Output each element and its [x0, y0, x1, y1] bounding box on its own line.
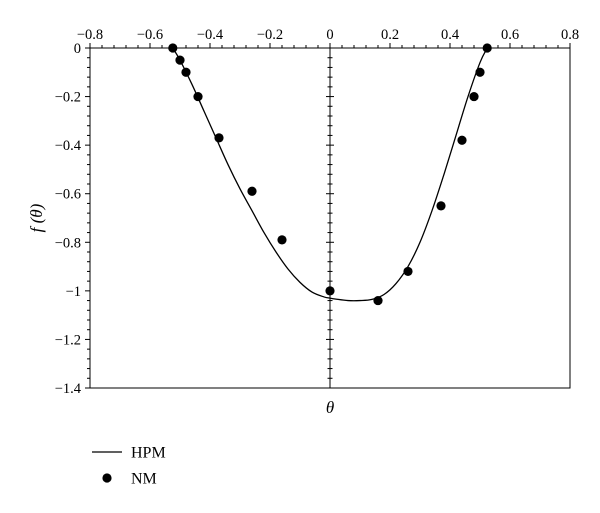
x-tick-label: 0: [326, 27, 333, 43]
x-tick-label: 0.6: [501, 27, 519, 43]
y-axis-label: f (θ): [27, 203, 46, 232]
y-tick-label: 0: [74, 41, 81, 57]
x-axis-label: θ: [326, 398, 334, 417]
data-point-nm: [181, 67, 191, 77]
data-point-nm: [325, 286, 335, 296]
x-tick-label: 0.4: [441, 27, 460, 43]
series-line-hpm: [172, 47, 488, 302]
data-point-nm: [475, 67, 485, 77]
x-tick-label: −0.2: [257, 27, 283, 43]
data-point-nm: [277, 235, 287, 245]
y-tick-label: −1.2: [55, 332, 81, 348]
data-point-nm: [436, 201, 446, 211]
y-tick-label: −0.4: [55, 138, 82, 154]
data-point-nm: [482, 43, 492, 53]
data-point-nm: [247, 186, 257, 196]
y-tick-label: −1: [66, 284, 81, 300]
data-point-nm: [214, 133, 224, 143]
y-tick-label: −0.6: [55, 187, 81, 203]
x-tick-label: −0.4: [197, 27, 224, 43]
legend-marker-swatch: [102, 473, 112, 483]
legend-label: NM: [131, 471, 157, 488]
x-tick-label: 0.2: [381, 27, 399, 43]
y-tick-label: −1.4: [55, 381, 82, 397]
x-tick-label: 0.8: [561, 27, 579, 43]
data-point-nm: [469, 91, 479, 102]
x-tick-label: −0.8: [77, 27, 103, 43]
data-point-nm: [403, 266, 413, 277]
data-point-nm: [373, 295, 383, 306]
data-point-nm: [193, 91, 203, 102]
data-point-nm: [168, 43, 178, 53]
data-point-nm: [457, 135, 467, 145]
data-point-nm: [175, 55, 185, 65]
y-tick-label: −0.2: [55, 90, 81, 106]
y-tick-label: −0.8: [55, 235, 81, 251]
legend-label: HPM: [131, 445, 166, 462]
x-tick-label: −0.6: [137, 27, 163, 43]
